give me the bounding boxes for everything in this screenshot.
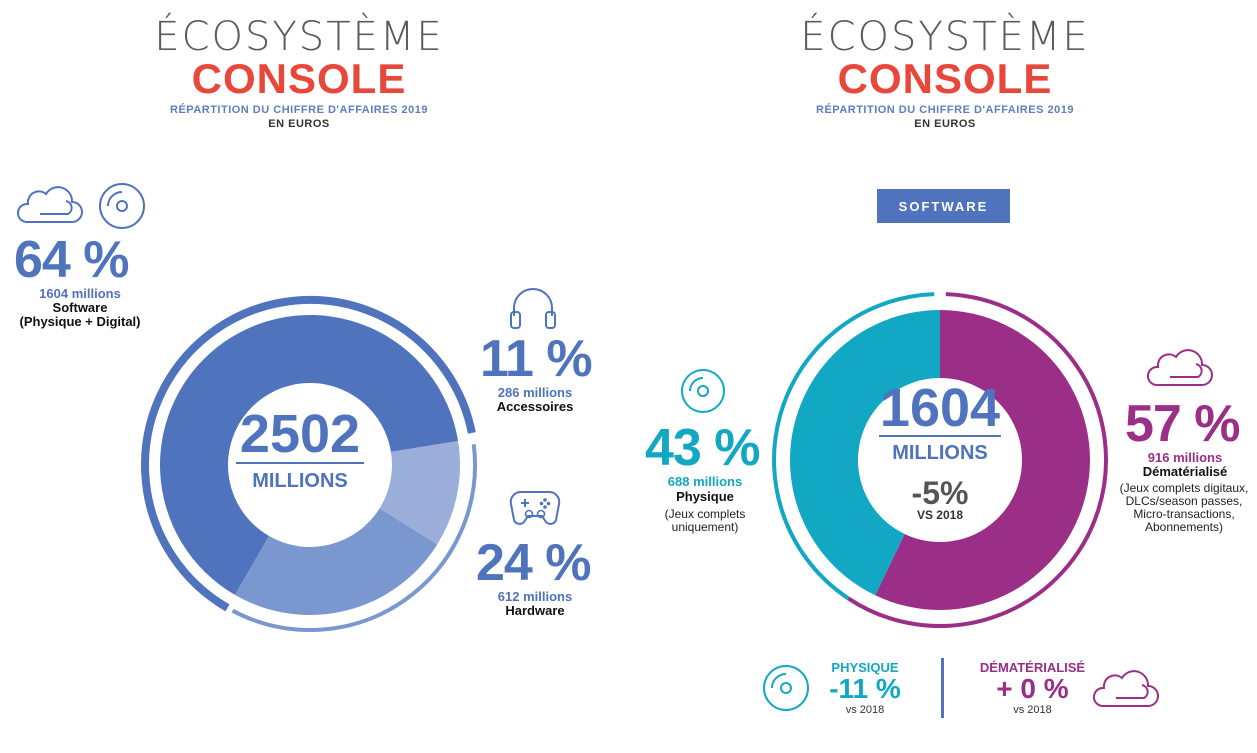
dematerialise-millions: 916 millions xyxy=(1147,450,1223,465)
software-millions: 1604 millions xyxy=(39,286,121,301)
physique-millions: 688 millions xyxy=(667,474,743,489)
dematerialise-note-line2: DLCs/season passes, xyxy=(1125,494,1243,508)
bottom-physique-title: PHYSIQUE xyxy=(831,660,899,675)
right-center-unit: MILLIONS xyxy=(892,442,988,464)
right-slice-dematerialise xyxy=(875,310,1090,610)
hardware-millions: 612 millions xyxy=(497,589,573,604)
physique-label: Physique xyxy=(676,489,734,504)
disc-icon xyxy=(99,183,145,229)
right-outer-ring-physique xyxy=(772,292,935,600)
left-slice-software xyxy=(160,315,459,595)
accessoires-pct: 11 % xyxy=(480,330,593,388)
dematerialise-note-line1: (Jeux complets digitaux, xyxy=(1119,481,1249,495)
physique-pct: 43 % xyxy=(645,419,761,477)
left-title-line2: CONSOLE xyxy=(191,55,407,102)
left-outer-ring-rest xyxy=(231,444,477,632)
physique-note-line2: uniquement) xyxy=(671,520,739,534)
left-subtitle-line1: RÉPARTITION DU CHIFFRE D'AFFAIRES 2019 xyxy=(170,104,428,116)
bottom-demat-change: + 0 % xyxy=(996,673,1069,704)
right-title-line1: ÉCOSYSTÈME xyxy=(800,14,1090,60)
accessoires-millions: 286 millions xyxy=(497,385,573,400)
disc-icon xyxy=(681,369,725,413)
bottom-physique-change: -11 % xyxy=(829,673,901,704)
right-subtitle-line2: EN EUROS xyxy=(914,118,976,130)
cloud-icon xyxy=(1093,670,1159,707)
dematerialise-note-line3: Micro-transactions, xyxy=(1133,507,1235,521)
bottom-physique-ref: vs 2018 xyxy=(845,704,885,716)
bottom-demat-title: DÉMATÉRIALISÉ xyxy=(979,660,1086,675)
accessoires-label: Accessoires xyxy=(496,399,574,414)
left-center-unit: MILLIONS xyxy=(252,470,348,492)
dematerialise-pct: 57 % xyxy=(1125,395,1241,453)
right-center-change: -5% xyxy=(911,475,969,511)
hardware-pct: 24 % xyxy=(476,534,592,592)
dematerialise-label: Dématérialisé xyxy=(1142,464,1228,479)
right-outer-ring-dematerialise xyxy=(847,292,1108,628)
cloud-icon xyxy=(17,186,83,223)
software-badge: SOFTWARE xyxy=(877,189,1010,223)
left-center-underline xyxy=(236,462,364,464)
software-label: Software xyxy=(52,300,108,315)
left-subtitle-line2: EN EUROS xyxy=(268,118,330,130)
left-center-value: 2502 xyxy=(239,404,361,464)
disc-icon xyxy=(763,665,809,711)
right-center-value: 1604 xyxy=(879,378,1001,438)
gamepad-icon xyxy=(509,491,561,525)
cloud-icon xyxy=(1147,349,1213,386)
right-center-underline xyxy=(879,435,1001,437)
bottom-demat-ref: vs 2018 xyxy=(1013,704,1052,716)
dematerialise-note-line4: Abonnements) xyxy=(1144,520,1224,534)
left-outer-ring-software xyxy=(141,296,476,612)
left-slice-accessoires xyxy=(379,440,460,545)
headphones-icon xyxy=(510,288,556,329)
hardware-label: Hardware xyxy=(505,603,565,618)
left-slice-hardware xyxy=(235,508,438,615)
software-pct: 64 % xyxy=(14,231,130,289)
physique-note-line1: (Jeux complets xyxy=(664,507,746,521)
left-title-line1: ÉCOSYSTÈME xyxy=(154,14,444,60)
right-slice-physique xyxy=(790,310,940,596)
right-center-change-ref: VS 2018 xyxy=(916,508,964,522)
left-donut-chart xyxy=(141,296,477,632)
bottom-divider xyxy=(941,658,944,718)
right-subtitle-line1: RÉPARTITION DU CHIFFRE D'AFFAIRES 2019 xyxy=(816,104,1074,116)
software-note: (Physique + Digital) xyxy=(19,314,141,329)
right-title-line2: CONSOLE xyxy=(837,55,1053,102)
right-donut-chart xyxy=(772,292,1108,628)
